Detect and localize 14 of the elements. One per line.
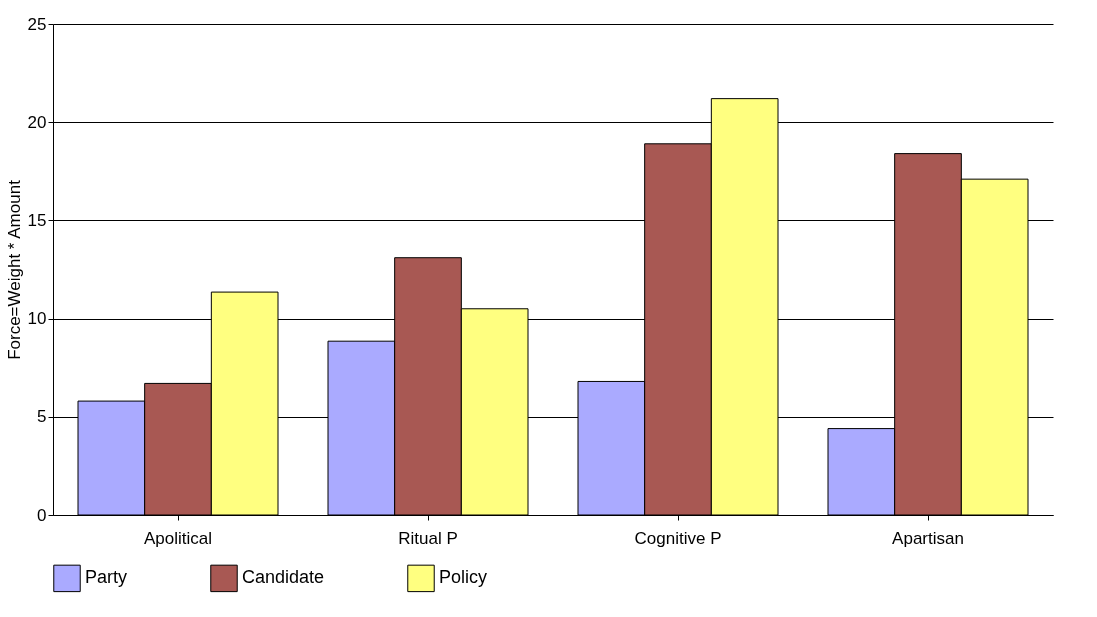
legend-label: Candidate: [242, 567, 325, 588]
legend-label: Party: [85, 567, 128, 588]
y-tick-label: 5: [37, 407, 47, 427]
x-tick-label: Apolitical: [143, 528, 213, 548]
legend-label: Policy: [439, 567, 488, 588]
x-tick-label: Cognitive P: [634, 528, 722, 548]
y-tick-label: 15: [27, 210, 47, 230]
y-tick-label: 20: [27, 112, 47, 132]
y-axis-title: Force=Weight * Amount: [4, 179, 24, 360]
y-tick-label: 10: [27, 309, 47, 329]
x-tick-label: Apartisan: [892, 528, 964, 548]
y-tick-label: 0: [37, 505, 47, 525]
x-tick-label: Ritual P: [398, 528, 458, 548]
y-tick-label: 25: [27, 14, 47, 34]
